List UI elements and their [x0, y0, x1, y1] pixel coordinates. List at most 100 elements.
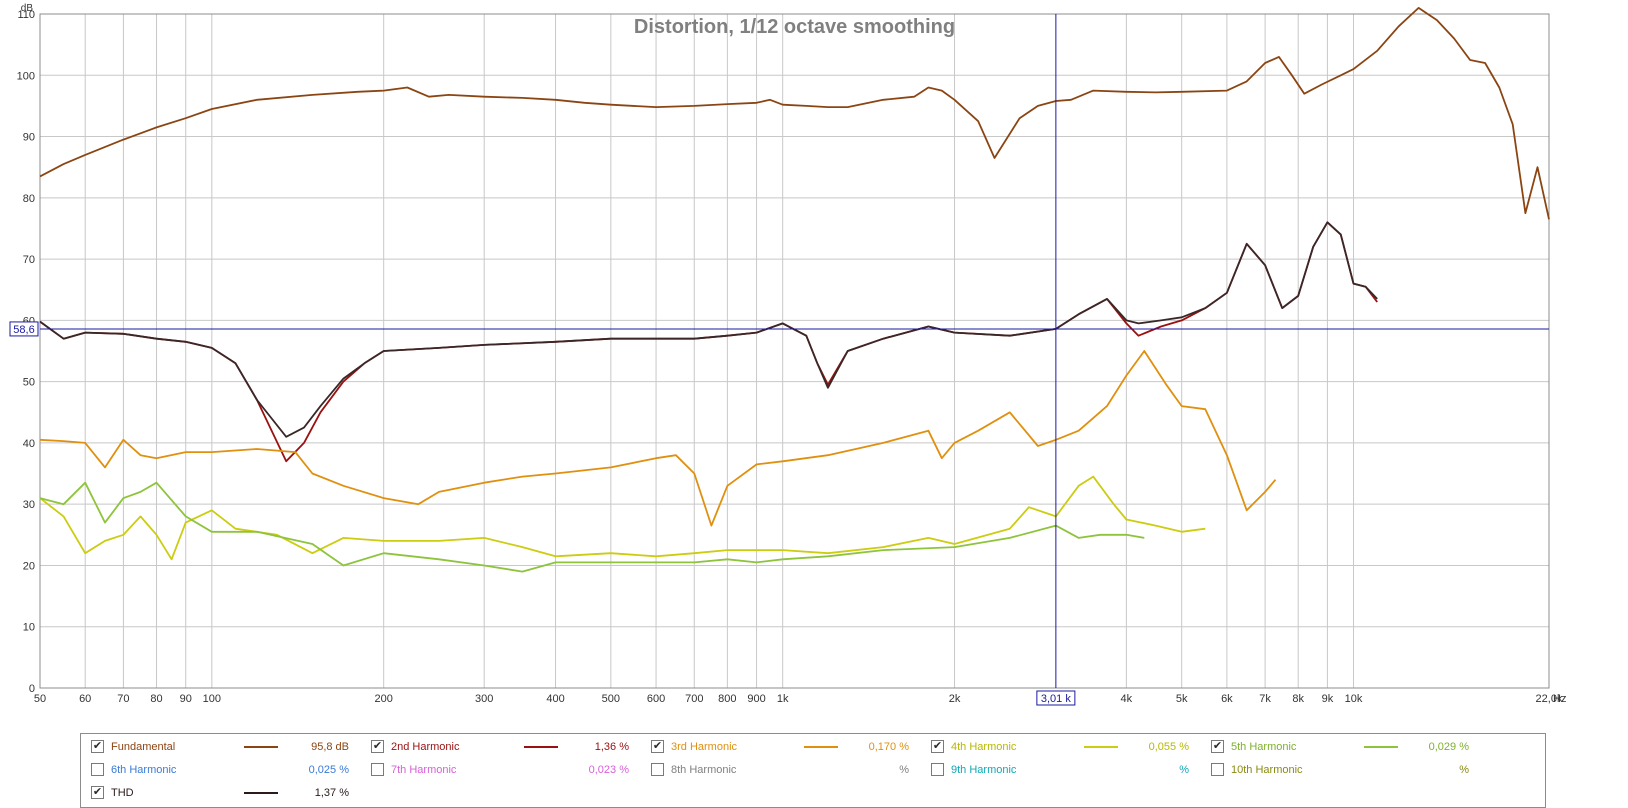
x-tick-label: 600 [647, 693, 665, 705]
y-tick-label: 0 [29, 683, 35, 695]
4th-harmonic-checkbox[interactable] [931, 740, 944, 753]
cursor-x-label: 3,01 k [1041, 693, 1071, 705]
legend-item-8th-harmonic: 8th Harmonic % [641, 759, 931, 781]
y-tick-label: 40 [23, 438, 35, 450]
legend-label: 8th Harmonic [671, 764, 737, 776]
fundamental-checkbox[interactable] [91, 740, 104, 753]
y-tick-label: 90 [23, 132, 35, 144]
x-tick-label: 900 [747, 693, 765, 705]
series-line-4th-harmonic[interactable] [39, 475, 1206, 561]
series-line-3rd-harmonic[interactable] [39, 350, 1277, 527]
legend-item-2nd-harmonic: 2nd Harmonic 1,36 % [361, 736, 651, 758]
series-line-2nd-harmonic[interactable] [39, 221, 1378, 463]
series-line-fundamental[interactable] [39, 7, 1550, 220]
legend-label: Fundamental [111, 741, 176, 753]
legend-value: 1,36 % [594, 741, 629, 753]
x-tick-label: 50 [34, 693, 46, 705]
grid-lines [39, 13, 1550, 689]
legend-label: 2nd Harmonic [391, 741, 460, 753]
x-tick-label: 9k [1322, 693, 1334, 705]
y-tick-label: 80 [23, 193, 35, 205]
legend-value: 95,8 dB [311, 741, 349, 753]
legend-label: 3rd Harmonic [671, 741, 738, 753]
cursor-y-box [9, 321, 39, 337]
legend-item-6th-harmonic: 6th Harmonic 0,025 % [81, 759, 371, 781]
x-tick-label: 7k [1259, 693, 1271, 705]
10th-harmonic-checkbox[interactable] [1211, 763, 1224, 776]
legend-item-4th-harmonic: 4th Harmonic 0,055 % [921, 736, 1211, 758]
legend-row: THD 1,37 % [81, 782, 1545, 804]
legend-line-swatch [244, 746, 278, 748]
x-tick-label: 60 [79, 693, 91, 705]
legend-panel: Fundamental 95,8 dB 2nd Harmonic 1,36 % … [80, 733, 1546, 808]
x-tick-label: 1k [777, 693, 789, 705]
y-tick-label: 20 [23, 560, 35, 572]
y-tick-label: 100 [17, 70, 35, 82]
x-axis-unit: Hz [1553, 693, 1566, 705]
8th-harmonic-checkbox[interactable] [651, 763, 664, 776]
legend-label: 7th Harmonic [391, 764, 457, 776]
legend-value: % [1179, 764, 1189, 776]
legend-value: 1,37 % [314, 787, 349, 799]
legend-line-swatch [244, 792, 278, 794]
legend-item-7th-harmonic: 7th Harmonic 0,023 % [361, 759, 651, 781]
legend-item-5th-harmonic: 5th Harmonic 0,029 % [1201, 736, 1491, 758]
legend-item-thd: THD 1,37 % [81, 782, 371, 804]
y-tick-label: 50 [23, 377, 35, 389]
x-tick-label: 90 [180, 693, 192, 705]
cursor-x-box [1036, 690, 1076, 706]
3rd-harmonic-checkbox[interactable] [651, 740, 664, 753]
x-tick-label: 4k [1121, 693, 1133, 705]
legend-value: 0,055 % [1148, 741, 1189, 753]
legend-value: 0,023 % [588, 764, 629, 776]
legend-value: 0,170 % [868, 741, 909, 753]
x-tick-label: 80 [150, 693, 162, 705]
legend-line-swatch [804, 746, 838, 748]
2nd-harmonic-checkbox[interactable] [371, 740, 384, 753]
x-tick-label: 500 [602, 693, 620, 705]
legend-item-fundamental: Fundamental 95,8 dB [81, 736, 371, 758]
legend-line-swatch [1084, 746, 1118, 748]
legend-label: 10th Harmonic [1231, 764, 1303, 776]
x-tick-label: 22,0k [1536, 693, 1563, 705]
y-axis-unit: dB [21, 3, 34, 14]
x-tick-label: 300 [475, 693, 493, 705]
legend-value: % [899, 764, 909, 776]
legend-value: % [1459, 764, 1469, 776]
series-line-thd[interactable] [39, 221, 1378, 438]
legend-label: 6th Harmonic [111, 764, 177, 776]
x-tick-label: 400 [546, 693, 564, 705]
legend-value: 0,029 % [1428, 741, 1469, 753]
9th-harmonic-checkbox[interactable] [931, 763, 944, 776]
legend-line-swatch [1364, 746, 1398, 748]
thd-checkbox[interactable] [91, 786, 104, 799]
series-line-5th-harmonic[interactable] [39, 481, 1145, 573]
legend-item-10th-harmonic: 10th Harmonic % [1201, 759, 1491, 781]
x-tick-label: 10k [1345, 693, 1363, 705]
legend-line-swatch [524, 746, 558, 748]
y-tick-label: 70 [23, 254, 35, 266]
x-tick-label: 6k [1221, 693, 1233, 705]
legend-item-3rd-harmonic: 3rd Harmonic 0,170 % [641, 736, 931, 758]
x-tick-label: 200 [375, 693, 393, 705]
y-tick-label: 110 [17, 9, 35, 21]
legend-value: 0,025 % [308, 764, 349, 776]
legend-label: 4th Harmonic [951, 741, 1017, 753]
x-tick-label: 800 [718, 693, 736, 705]
plot-frame [39, 13, 1550, 689]
x-tick-label: 700 [685, 693, 703, 705]
6th-harmonic-checkbox[interactable] [91, 763, 104, 776]
x-tick-label: 100 [203, 693, 221, 705]
5th-harmonic-checkbox[interactable] [1211, 740, 1224, 753]
chart-title: Distortion, 1/12 octave smoothing [634, 16, 955, 38]
legend-item-9th-harmonic: 9th Harmonic % [921, 759, 1211, 781]
cursor-y-label: 58,6 [13, 324, 34, 336]
x-tick-label: 70 [117, 693, 129, 705]
legend-label: 9th Harmonic [951, 764, 1017, 776]
7th-harmonic-checkbox[interactable] [371, 763, 384, 776]
legend-label: 5th Harmonic [1231, 741, 1297, 753]
x-tick-label: 5k [1176, 693, 1188, 705]
legend-row: 6th Harmonic 0,025 % 7th Harmonic 0,023 … [81, 759, 1545, 781]
x-tick-label: 2k [949, 693, 961, 705]
